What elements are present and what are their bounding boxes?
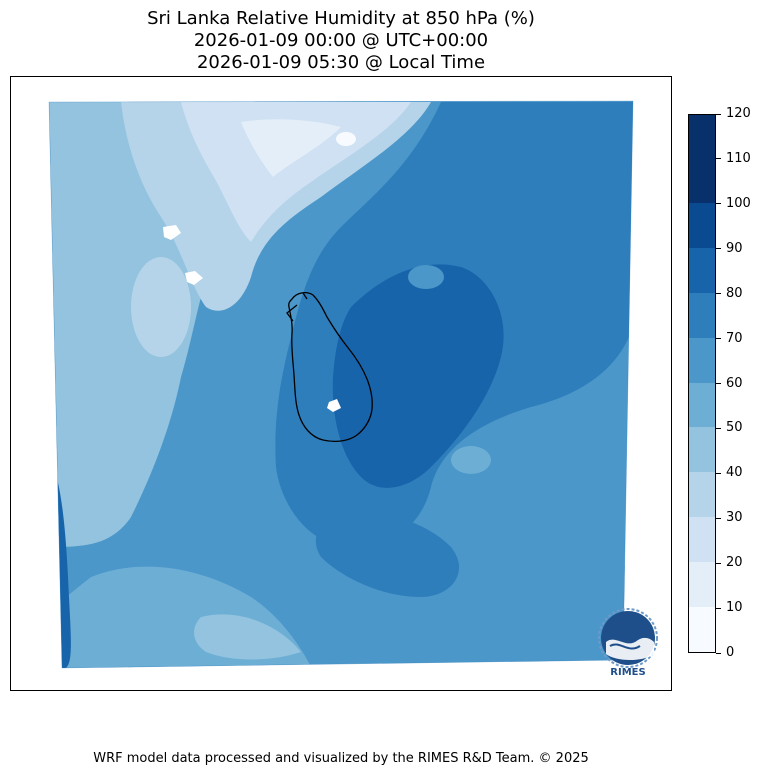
local-time-label: 2026-01-09 05:30 @ Local Time [196, 52, 486, 73]
colorbar-tick [716, 203, 721, 205]
utc-time-label: 2026-01-09 00:00 @ UTC+00:00 [193, 30, 489, 51]
colorbar-segment [689, 516, 715, 563]
colorbar-tick [716, 652, 721, 654]
colorbar-tick [716, 562, 721, 564]
humidity-map [48, 100, 634, 669]
humidity-field [49, 101, 633, 668]
colorbar-tick [716, 427, 721, 429]
colorbar-tick [716, 472, 721, 474]
colorbar-segment [689, 426, 715, 473]
colorbar-tick-label: 10 [726, 600, 743, 616]
colorbar-tick-label: 80 [726, 285, 743, 301]
colorbar-tick [716, 293, 721, 295]
colorbar-tick [716, 517, 721, 519]
colorbar-tick-label: 40 [726, 465, 743, 481]
colorbar-segment [689, 471, 715, 518]
colorbar-tick-label: 20 [726, 555, 743, 571]
colorbar-tick-label: 70 [726, 330, 743, 346]
colorbar-tick-label: 90 [726, 240, 743, 256]
colorbar-segment [689, 337, 715, 383]
footer-credit: WRF model data processed and visualized … [93, 751, 589, 766]
colorbar-segment [689, 157, 715, 203]
colorbar-tick [716, 383, 721, 384]
colorbar-tick-label: 120 [726, 106, 751, 121]
rimes-logo: RIMES [598, 608, 658, 678]
colorbar-tick-label: 30 [726, 510, 743, 526]
colorbar-segment [689, 292, 715, 338]
svg-text:RIMES: RIMES [610, 667, 645, 678]
colorbar-segment [689, 382, 715, 428]
colorbar-segment [689, 561, 715, 608]
colorbar-segment [689, 202, 715, 248]
colorbar-segment [689, 247, 715, 293]
colorbar-tick-label: 50 [726, 420, 743, 436]
colorbar-segment [689, 115, 715, 158]
colorbar-tick [716, 158, 721, 160]
colorbar-tick [716, 338, 721, 340]
colorbar [688, 114, 716, 653]
map-frame [10, 76, 672, 691]
map-title: Sri Lanka Relative Humidity at 850 hPa (… [147, 8, 535, 29]
sri-lanka-coastline [286, 292, 373, 442]
colorbar-segment [689, 606, 715, 652]
colorbar-tick [716, 607, 721, 609]
colorbar-tick-label: 60 [726, 375, 743, 391]
colorbar-tick [716, 248, 721, 250]
colorbar-tick-label: 110 [726, 150, 751, 166]
colorbar-tick-label: 100 [726, 195, 751, 211]
colorbar-tick [716, 113, 721, 115]
colorbar-tick-label: 0 [726, 645, 735, 660]
